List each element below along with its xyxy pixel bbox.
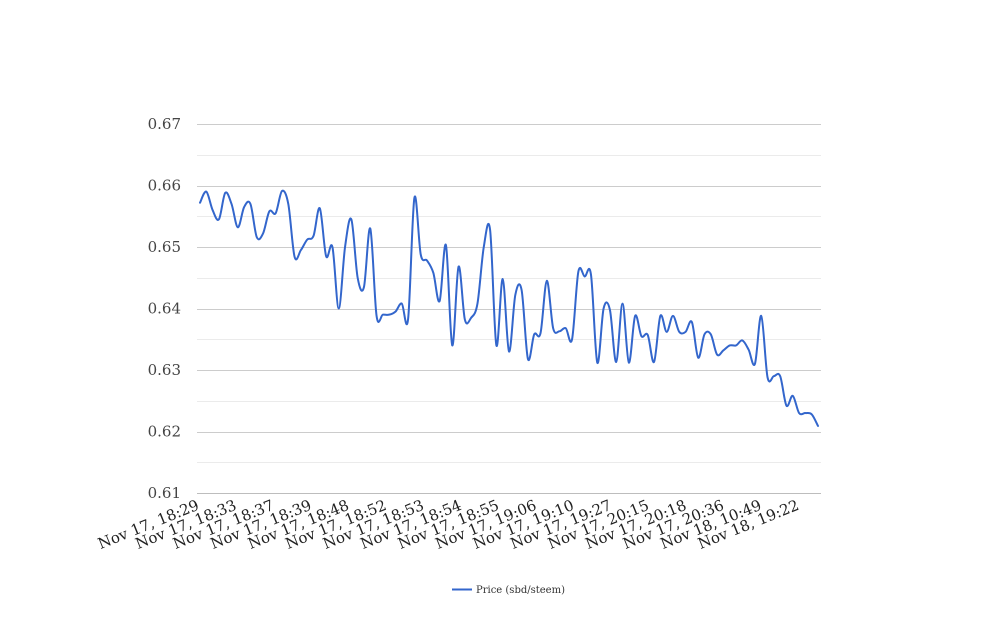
y-axis-tick-labels: 0.61 0.62 0.63 0.64 0.65 0.66 0.67 bbox=[148, 115, 181, 502]
y-tick-label: 0.66 bbox=[148, 177, 181, 195]
y-tick-label: 0.64 bbox=[148, 300, 181, 318]
series-lines bbox=[199, 189, 819, 427]
legend-label[interactable]: Price (sbd/steem) bbox=[476, 585, 565, 596]
y-tick-label: 0.63 bbox=[148, 361, 181, 379]
legend[interactable]: Price (sbd/steem) bbox=[452, 585, 565, 596]
gridlines bbox=[197, 124, 821, 494]
y-tick-label: 0.67 bbox=[148, 115, 181, 133]
y-tick-label: 0.62 bbox=[148, 423, 181, 441]
y-tick-label: 0.65 bbox=[148, 238, 181, 256]
series-line-price bbox=[199, 189, 819, 427]
y-tick-label: 0.61 bbox=[148, 484, 181, 502]
